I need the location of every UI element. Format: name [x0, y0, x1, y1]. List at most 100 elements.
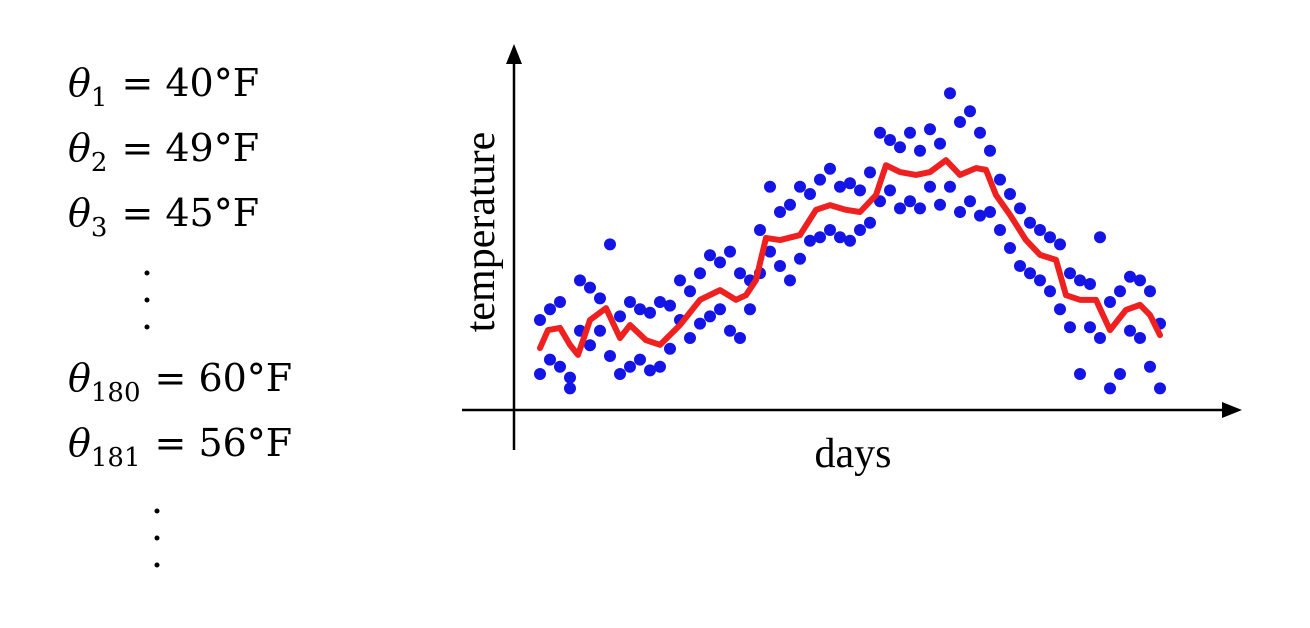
- point: [544, 303, 556, 316]
- point: [954, 206, 966, 218]
- dot: [144, 270, 150, 276]
- point: [1154, 382, 1166, 395]
- point: [714, 256, 726, 269]
- point: [544, 353, 556, 366]
- point: [944, 87, 956, 100]
- point: [784, 274, 796, 287]
- point: [604, 350, 616, 362]
- point: [884, 134, 896, 146]
- point: [694, 267, 706, 280]
- point: [1004, 242, 1016, 254]
- point: [1014, 260, 1026, 272]
- point: [1024, 216, 1036, 229]
- point: [694, 317, 706, 330]
- point: [684, 285, 696, 298]
- subscript: 3: [91, 213, 108, 243]
- equation: θ1 = 40°F: [68, 61, 259, 113]
- point: [814, 231, 826, 244]
- point: [1114, 368, 1126, 380]
- theta: θ: [68, 421, 91, 465]
- dot: [144, 297, 150, 303]
- subscript: 180: [91, 378, 141, 408]
- point: [804, 234, 816, 247]
- point: [534, 368, 546, 380]
- point: [1094, 231, 1106, 244]
- point: [1034, 224, 1046, 236]
- point: [834, 231, 846, 244]
- point: [1054, 303, 1066, 316]
- theta: θ: [68, 191, 91, 235]
- point: [964, 105, 976, 118]
- point: [1134, 274, 1146, 287]
- smoothed-line: [537, 157, 1163, 358]
- point: [674, 274, 686, 287]
- point: [594, 324, 606, 337]
- subscript: 1: [91, 83, 108, 113]
- equation: θ3 = 45°F: [68, 191, 259, 243]
- point: [794, 180, 806, 193]
- point: [1144, 285, 1156, 298]
- point: [584, 339, 596, 352]
- value: = 60°F: [155, 356, 293, 400]
- point: [1064, 321, 1076, 334]
- point: [934, 198, 946, 211]
- dot: [154, 535, 160, 541]
- y-arrow: [506, 44, 522, 64]
- point: [1024, 267, 1036, 280]
- point: [634, 303, 646, 316]
- point: [754, 224, 766, 236]
- point: [904, 126, 916, 139]
- point: [954, 116, 966, 128]
- point: [624, 360, 636, 373]
- point: [894, 202, 906, 215]
- point: [784, 198, 796, 211]
- point: [1004, 188, 1016, 200]
- point: [564, 382, 576, 395]
- point: [964, 195, 976, 208]
- theta: θ: [68, 61, 91, 105]
- point: [704, 310, 716, 323]
- point: [774, 260, 786, 272]
- point: [604, 238, 616, 251]
- value: = 45°F: [121, 191, 259, 235]
- point: [924, 180, 936, 193]
- point: [1104, 296, 1116, 308]
- point: [984, 144, 996, 157]
- point: [904, 195, 916, 208]
- point: [644, 364, 656, 377]
- point: [594, 292, 606, 305]
- axes: [462, 60, 1226, 450]
- equation: θ180 = 60°F: [68, 356, 292, 408]
- point: [1124, 324, 1136, 337]
- x-axis-label: days: [815, 431, 892, 477]
- point: [724, 245, 736, 258]
- point: [834, 180, 846, 193]
- point: [864, 216, 876, 229]
- y-axis-label: temperature: [458, 132, 504, 333]
- subscript: 181: [91, 443, 141, 473]
- point: [824, 162, 836, 175]
- x-arrow: [1222, 402, 1242, 418]
- point: [1094, 332, 1106, 344]
- point: [654, 360, 666, 373]
- point: [704, 249, 716, 262]
- point: [1134, 332, 1146, 344]
- point: [584, 281, 596, 294]
- theta: θ: [68, 126, 91, 170]
- point: [854, 224, 866, 236]
- point: [1034, 274, 1046, 287]
- point: [1044, 231, 1056, 244]
- point: [1044, 285, 1056, 298]
- ellipsis: [144, 270, 160, 568]
- point: [994, 224, 1006, 236]
- point: [944, 180, 956, 193]
- point: [914, 202, 926, 215]
- plot-area: [534, 87, 1166, 395]
- value: = 56°F: [155, 421, 293, 465]
- point: [1054, 238, 1066, 251]
- equation: θ2 = 49°F: [68, 126, 259, 178]
- point: [764, 245, 776, 258]
- point: [1104, 382, 1116, 395]
- point: [1084, 278, 1096, 290]
- point: [614, 310, 626, 323]
